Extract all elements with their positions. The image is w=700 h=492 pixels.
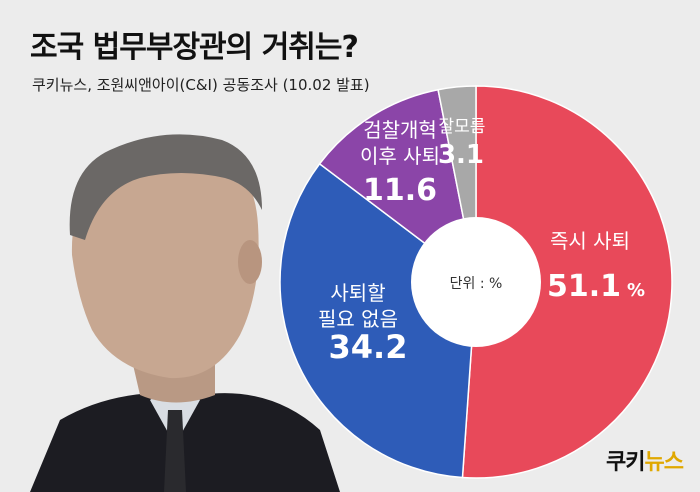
pie-slice (279, 162, 477, 479)
unit-note: 단위 : % (450, 276, 503, 292)
slice-label: 사퇴할 (330, 281, 385, 305)
pie-slice (461, 85, 673, 479)
donut-center (411, 217, 541, 347)
brand-logo: 쿠키뉴스 (606, 444, 684, 476)
brand-logo-part2: 뉴스 (644, 450, 683, 475)
slice-label: 잘모름 (439, 117, 486, 137)
slice-unit: % (627, 280, 645, 301)
slice-label: 즉시 사퇴 (550, 229, 630, 253)
page-title: 조국 법무부장관의 거취는? (30, 30, 359, 65)
slice-value: 3.1 (438, 140, 484, 170)
slice-value: 34.2 (329, 328, 408, 366)
slice-label: 검찰개혁 (363, 118, 437, 142)
page-subtitle: 쿠키뉴스, 조원씨앤아이(C&I) 공동조사 (10.02 발표) (32, 76, 370, 94)
slice-value: 11.6 (363, 173, 437, 208)
brand-logo-part1: 쿠키 (606, 450, 645, 475)
slice-label: 이후 사퇴 (360, 144, 440, 168)
slice-label: 필요 없음 (318, 307, 398, 331)
slice-value: 51.1% (547, 269, 645, 304)
